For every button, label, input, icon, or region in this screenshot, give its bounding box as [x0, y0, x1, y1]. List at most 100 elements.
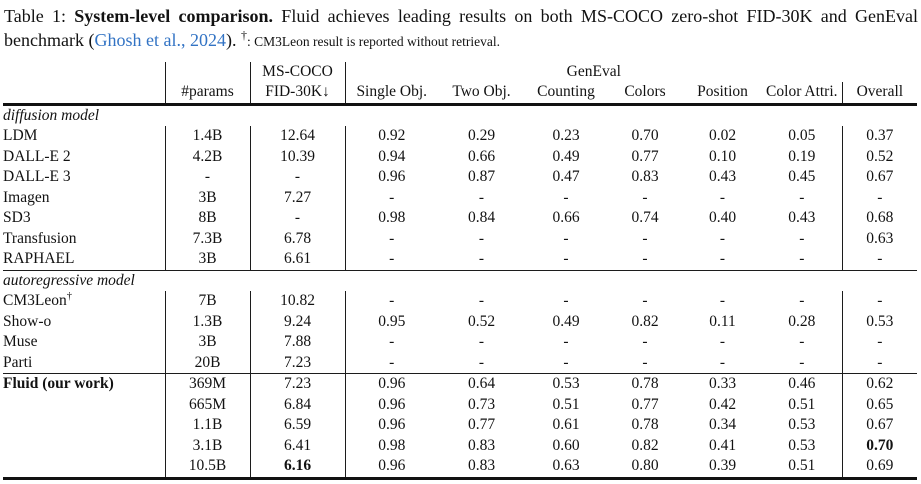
params-cell: 1.3B — [165, 311, 251, 332]
params-cell: - — [165, 167, 251, 188]
geneval-cell: - — [642, 333, 648, 350]
geneval-cell: 0.05 — [762, 126, 843, 147]
fid-cell: 6.84 — [250, 394, 346, 415]
geneval-cell: 0.51 — [762, 394, 843, 415]
geneval-cell: - — [478, 353, 485, 371]
geneval-cell: - — [563, 188, 569, 206]
geneval-cell: 0.83 — [438, 456, 525, 480]
geneval-cell: - — [762, 291, 843, 312]
table-row: Show-o 1.3B 9.24 0.95 0.52 0.49 0.82 0.11 0.28 0.… — [3, 311, 917, 332]
model-name-cell — [3, 415, 166, 436]
geneval-cell: - — [389, 188, 395, 206]
geneval-cell: 0.52 — [467, 312, 496, 330]
geneval-cell: - — [563, 333, 569, 350]
fid-cell: 6.41 — [250, 435, 346, 456]
overall-cell: 0.70 — [866, 436, 894, 454]
overall-cell: 0.52 — [866, 147, 894, 165]
overall-cell: 0.69 — [842, 456, 918, 480]
overall-cell: - — [877, 333, 883, 350]
model-name: Fluid (our work) — [3, 375, 114, 392]
model-name-cell: Show-o — [3, 311, 166, 332]
geneval-cell: 0.77 — [631, 395, 659, 413]
model-name-cell: Transfusion — [3, 228, 166, 249]
section-label: diffusion model — [3, 106, 100, 124]
model-name-cell — [3, 394, 166, 415]
header-col-overall: Overall — [842, 82, 918, 106]
overall-cell: 0.62 — [842, 373, 918, 395]
geneval-cell: 0.74 — [631, 209, 659, 226]
header-empty-overall — [842, 62, 917, 82]
header-col-position: Position — [683, 82, 762, 106]
geneval-cell: - — [478, 250, 485, 267]
geneval-cell: 0.28 — [762, 311, 843, 332]
geneval-cell: - — [478, 188, 485, 206]
geneval-cell: 0.82 — [631, 312, 659, 330]
model-name-cell: CM3Leon† — [3, 291, 166, 312]
params-cell: 3.1B — [165, 435, 251, 456]
overall-cell: - — [877, 250, 883, 267]
params-cell: 3B — [165, 187, 251, 208]
geneval-cell: 0.77 — [467, 416, 496, 433]
geneval-cell: 0.82 — [631, 436, 659, 454]
overall-cell: - — [877, 188, 883, 206]
overall-cell: 0.67 — [866, 416, 894, 433]
header-empty-name — [3, 62, 166, 82]
table-row: RAPHAEL 3B 6.61 - - - - - - - — [3, 249, 917, 270]
table-row: 665M 6.84 0.96 0.73 0.51 0.77 0.42 0.51 0.65 — [3, 394, 917, 415]
caption-prefix: Table 1: — [4, 6, 75, 26]
model-name-cell — [3, 435, 166, 456]
params-cell: 8B — [165, 208, 251, 229]
params-cell: 7B — [165, 291, 251, 312]
fid-cell: 10.82 — [250, 291, 346, 312]
table-caption: Table 1: System-level comparison. Fluid … — [0, 0, 921, 62]
fid-cell: 6.16 — [250, 456, 346, 480]
geneval-cell: 0.46 — [762, 373, 843, 395]
table-row: SD3 8B - 0.98 0.84 0.66 0.74 0.40 0.43 0.68 — [3, 208, 917, 229]
geneval-cell: 0.43 — [708, 168, 737, 185]
geneval-cell: - — [719, 333, 726, 350]
geneval-cell: 0.11 — [709, 312, 736, 330]
overall-cell: 0.65 — [866, 395, 894, 413]
geneval-cell: 0.63 — [525, 456, 607, 480]
table-header: MS-COCO GenEval #params FID-30K↓ Single … — [3, 62, 918, 106]
overall-cell: 0.37 — [866, 127, 894, 144]
geneval-cell: - — [478, 229, 485, 247]
table-row: 10.5B 6.16 0.96 0.83 0.63 0.80 0.39 0.51 0.69 — [3, 456, 918, 480]
geneval-cell: - — [762, 332, 843, 353]
header-col-fid: FID-30K↓ — [250, 82, 346, 106]
params-cell: 369M — [165, 373, 251, 395]
geneval-cell: - — [762, 228, 843, 249]
geneval-cell: - — [719, 229, 726, 247]
table-row: 3.1B 6.41 0.98 0.83 0.60 0.82 0.41 0.53 0.70 — [3, 435, 917, 456]
header-col-single-obj: Single Obj. — [345, 82, 438, 106]
geneval-cell: 0.41 — [708, 436, 737, 454]
table-row: Muse 3B 7.88 - - - - - - - — [3, 332, 917, 353]
section-row-autoregressive: autoregressive model — [3, 269, 918, 291]
geneval-cell: 0.53 — [762, 435, 843, 456]
geneval-cell: 0.47 — [552, 168, 580, 185]
geneval-cell: - — [642, 353, 648, 371]
geneval-cell: 0.73 — [467, 395, 496, 413]
caption-footnote: : CM3Leon result is reported without ret… — [246, 33, 501, 49]
table-row: Fluid (our work) 369M 7.23 0.96 0.64 0.53 0.78… — [3, 373, 918, 395]
table-row: LDM 1.4B 12.64 0.92 0.29 0.23 0.70 0.02 0.05 0.37 — [3, 126, 917, 147]
table-row: Transfusion 7.3B 6.78 - - - - - - 0.63 — [3, 228, 917, 249]
header-columns-row: #params FID-30K↓ Single Obj. Two Obj. Co… — [3, 82, 918, 106]
params-cell: 3B — [165, 332, 251, 353]
citation-link[interactable]: Ghosh et al., 2024 — [94, 29, 226, 50]
dagger-marker: † — [66, 291, 72, 302]
overall-cell: 0.67 — [866, 168, 894, 185]
geneval-cell: 0.87 — [467, 168, 496, 185]
comparison-table: MS-COCO GenEval #params FID-30K↓ Single … — [3, 62, 918, 480]
caption-close-paren: ). — [225, 29, 241, 50]
geneval-cell: 0.45 — [762, 167, 843, 188]
dagger-footnote-marker: † — [240, 27, 247, 42]
geneval-cell: 0.95 — [378, 312, 406, 330]
fid-cell: 7.88 — [250, 332, 346, 353]
geneval-cell: 0.70 — [631, 127, 659, 144]
geneval-cell: 0.84 — [467, 209, 496, 226]
geneval-cell: 0.94 — [378, 147, 406, 165]
geneval-cell: 0.96 — [345, 373, 438, 395]
geneval-cell: 0.80 — [607, 456, 683, 480]
geneval-cell: - — [762, 187, 843, 208]
